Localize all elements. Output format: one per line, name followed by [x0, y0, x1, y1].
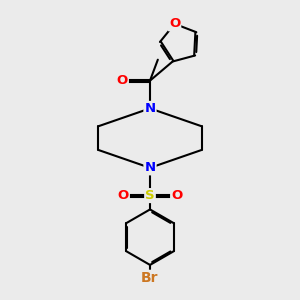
Text: O: O [171, 189, 182, 202]
Text: O: O [117, 74, 128, 87]
Text: S: S [145, 189, 155, 202]
Text: O: O [118, 189, 129, 202]
Text: Br: Br [141, 271, 159, 285]
Text: N: N [144, 102, 156, 115]
Text: O: O [169, 17, 180, 30]
Text: N: N [144, 161, 156, 174]
